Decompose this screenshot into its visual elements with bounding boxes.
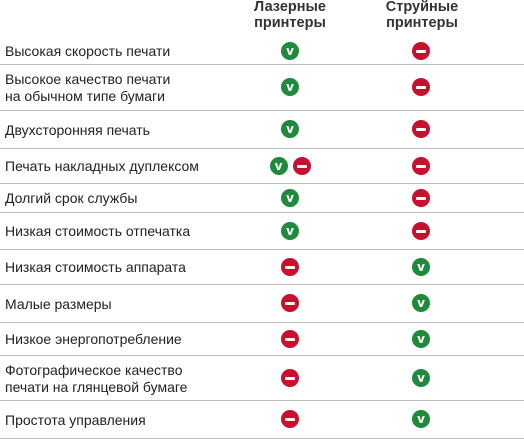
minus-bar	[416, 127, 426, 131]
check-circle-icon: v	[281, 78, 299, 96]
check-glyph: v	[286, 224, 294, 238]
check-circle-icon: v	[412, 410, 430, 428]
check-glyph: v	[286, 191, 294, 205]
row-label: Печать накладных дуплексом	[5, 158, 199, 175]
minus-bar	[296, 164, 307, 168]
row-label-line: Фотографическое качество	[5, 362, 183, 378]
table-row: Высокое качество печати на обычном типе б…	[0, 65, 524, 111]
check-glyph: v	[274, 159, 283, 173]
minus-circle-icon	[412, 157, 430, 175]
row-label-line: Низкая стоимость отпечатка	[5, 223, 191, 239]
table-row: Низкая стоимость отпечатка v	[0, 213, 524, 250]
minus-bar	[285, 301, 295, 305]
table-row: Низкое энергопотребление v	[0, 323, 524, 356]
row-label-line: Низкое энергопотребление	[5, 331, 182, 347]
minus-bar	[416, 196, 426, 200]
minus-circle-icon	[412, 120, 430, 138]
check-circle-icon: v	[281, 120, 299, 138]
inkjet-printers-header: Струйные принтеры	[352, 0, 492, 31]
inkjet-header-line-1: Струйные	[385, 0, 459, 15]
row-label: Двухсторонняя печать	[5, 122, 150, 139]
row-label-line: Низкая стоимость аппарата	[5, 259, 186, 275]
row-label-line: Высокое качество печати	[5, 71, 171, 87]
laser-header-line-2: принтеры	[254, 15, 326, 31]
header-row: Лазерные принтеры Струйные принтеры	[0, 0, 524, 38]
laser-printers-header: Лазерные принтеры	[220, 0, 360, 31]
minus-bar	[285, 417, 295, 421]
minus-bar	[285, 376, 295, 380]
minus-circle-icon	[281, 410, 299, 428]
row-label: Фотографическое качество печати на глянце…	[5, 362, 187, 396]
minus-bar	[416, 85, 426, 89]
row-label: Долгий срок службы	[5, 190, 137, 207]
minus-circle-icon	[281, 258, 299, 276]
minus-bar	[416, 49, 426, 53]
check-circle-icon: v	[269, 157, 288, 175]
minus-circle-icon	[412, 189, 430, 207]
laser-header-line-1: Лазерные	[254, 0, 326, 15]
row-label-line: Печать накладных дуплексом	[5, 158, 199, 174]
check-glyph: v	[417, 296, 425, 310]
table-row: Печать накладных дуплексом v	[0, 149, 524, 184]
check-glyph: v	[417, 260, 425, 274]
row-label-line: печати на глянцевой бумаге	[5, 379, 188, 395]
check-circle-icon: v	[412, 258, 430, 276]
table-row: Двухсторонняя печать v	[0, 111, 524, 149]
table-row: Простота управления v	[0, 401, 524, 439]
row-label-line: Долгий срок службы	[5, 190, 138, 206]
row-label-line: Малые размеры	[5, 296, 112, 312]
row-label-line: на обычном типе бумаги	[5, 88, 165, 104]
check-circle-icon: v	[281, 222, 299, 240]
check-glyph: v	[286, 44, 294, 58]
row-label: Низкая стоимость отпечатка	[5, 223, 190, 240]
row-label: Низкая стоимость аппарата	[5, 259, 186, 276]
table-row: Малые размеры v	[0, 285, 524, 323]
row-label: Простота управления	[5, 412, 146, 429]
inkjet-header-line-2: принтеры	[386, 15, 458, 31]
table-row: Долгий срок службы v	[0, 184, 524, 213]
minus-bar	[416, 164, 426, 168]
row-label: Малые размеры	[5, 296, 112, 313]
check-circle-icon: v	[412, 330, 430, 348]
minus-bar	[285, 265, 295, 269]
check-glyph: v	[417, 371, 425, 385]
check-glyph: v	[417, 412, 425, 426]
check-glyph: v	[417, 332, 425, 346]
check-glyph: v	[286, 122, 294, 136]
row-label: Высокое качество печати на обычном типе б…	[5, 71, 170, 105]
row-label-line: Двухсторонняя печать	[5, 122, 150, 138]
minus-bar	[285, 337, 295, 341]
row-label: Низкое энергопотребление	[5, 331, 182, 348]
row-label-line: Высокая скорость печати	[5, 43, 171, 59]
table-row: Фотографическое качество печати на глянце…	[0, 356, 524, 401]
table-row: Высокая скорость печати v	[0, 38, 524, 65]
table-row: Низкая стоимость аппарата v	[0, 250, 524, 285]
check-circle-icon: v	[281, 42, 299, 60]
minus-bar	[416, 229, 426, 233]
check-circle-icon: v	[412, 294, 430, 312]
minus-circle-icon	[412, 78, 430, 96]
check-glyph: v	[286, 80, 294, 94]
check-circle-icon: v	[412, 369, 430, 387]
minus-circle-icon	[281, 330, 299, 348]
minus-circle-icon	[292, 157, 311, 175]
check-circle-icon: v	[281, 189, 299, 207]
row-label: Высокая скорость печати	[5, 43, 170, 60]
row-label-line: Простота управления	[5, 412, 146, 428]
minus-circle-icon	[281, 369, 299, 387]
minus-circle-icon	[281, 294, 299, 312]
minus-circle-icon	[412, 222, 430, 240]
minus-circle-icon	[412, 42, 430, 60]
